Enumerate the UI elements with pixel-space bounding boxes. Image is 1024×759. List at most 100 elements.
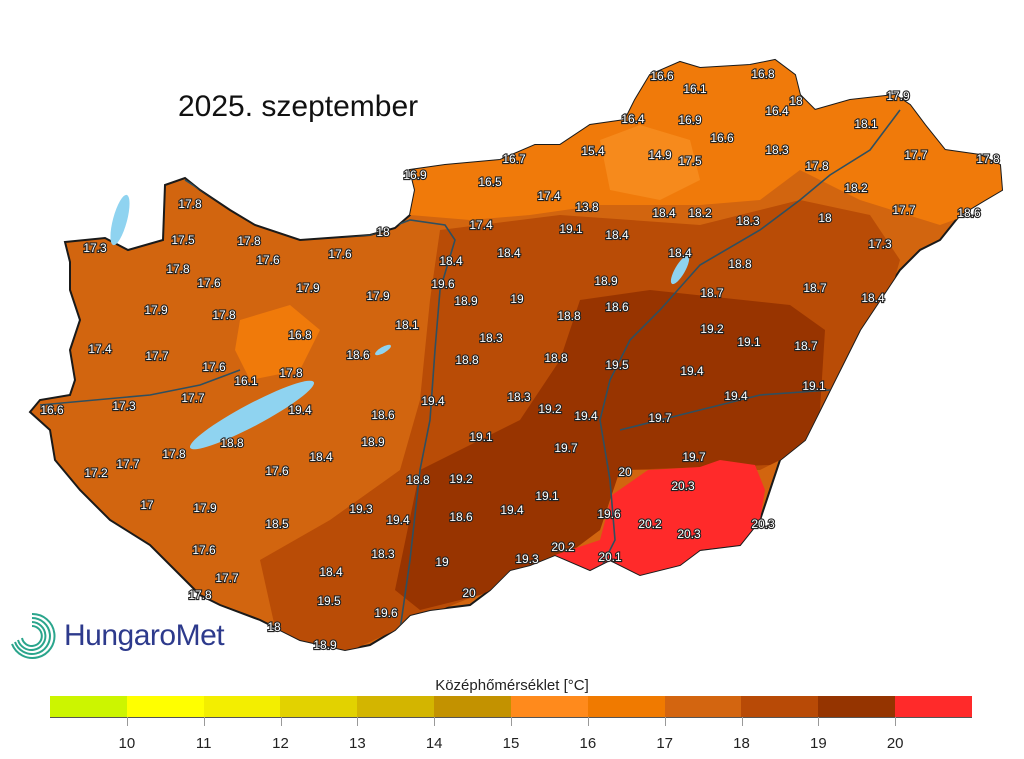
station-value-label: 17.8 bbox=[805, 159, 829, 173]
temperature-map: 16.6 16.8 16.1 18 17.9 16.4 16.4 16.9 18.1 16.6 15… bbox=[28, 58, 1004, 653]
station-value-label: 16.1 bbox=[683, 82, 707, 96]
station-value-label: 16.1 bbox=[234, 374, 258, 388]
color-scale-segment bbox=[818, 696, 896, 717]
station-value-label: 19.3 bbox=[349, 502, 373, 516]
station-value-label: 18.3 bbox=[765, 143, 789, 157]
station-value-label: 19.7 bbox=[682, 450, 706, 464]
station-value-label: 19.7 bbox=[554, 441, 578, 455]
station-value-label: 15.4 bbox=[581, 144, 605, 158]
station-value-label: 19.4 bbox=[386, 513, 410, 527]
station-value-label: 19.3 bbox=[515, 552, 539, 566]
station-value-label: 18.4 bbox=[668, 246, 692, 260]
color-scale-segment bbox=[203, 696, 281, 717]
scale-tick-mark bbox=[818, 717, 820, 726]
station-value-label: 18.3 bbox=[479, 331, 503, 345]
station-value-label: 17.9 bbox=[366, 289, 390, 303]
color-scale-segment bbox=[895, 696, 972, 717]
station-value-label: 17.3 bbox=[868, 237, 892, 251]
station-value-label: 19.1 bbox=[559, 222, 583, 236]
color-scale-segment bbox=[434, 696, 511, 717]
station-value-label: 18.1 bbox=[395, 318, 419, 332]
station-value-label: 18.7 bbox=[803, 281, 827, 295]
color-scale-segment bbox=[664, 696, 742, 717]
station-value-label: 18.7 bbox=[700, 286, 724, 300]
station-value-label: 18.8 bbox=[406, 473, 430, 487]
station-value-label: 17.7 bbox=[116, 457, 140, 471]
station-value-label: 18.4 bbox=[652, 206, 676, 220]
station-value-label: 16.4 bbox=[765, 104, 789, 118]
station-value-label: 18.6 bbox=[449, 510, 473, 524]
station-value-label: 19.6 bbox=[431, 277, 455, 291]
station-value-label: 16.7 bbox=[502, 152, 526, 166]
station-value-label: 18.4 bbox=[497, 246, 521, 260]
station-value-label: 18.6 bbox=[346, 348, 370, 362]
station-value-label: 14.9 bbox=[648, 148, 672, 162]
station-value-label: 17.8 bbox=[166, 262, 190, 276]
scale-tick-mark bbox=[126, 717, 128, 726]
station-value-label: 18 bbox=[267, 620, 281, 634]
station-value-label: 18.4 bbox=[309, 450, 333, 464]
scale-tick-mark bbox=[434, 717, 436, 726]
station-value-label: 19.1 bbox=[535, 489, 559, 503]
northern-hills-region bbox=[400, 60, 1002, 225]
station-value-label: 18.7 bbox=[794, 339, 818, 353]
station-value-label: 20 bbox=[618, 465, 632, 479]
scale-tick-mark bbox=[895, 717, 897, 726]
station-value-label: 18.8 bbox=[544, 351, 568, 365]
southeast-plain-region bbox=[395, 290, 825, 610]
station-value-label: 20.3 bbox=[751, 517, 775, 531]
station-value-label: 18.8 bbox=[557, 309, 581, 323]
station-value-label: 17.9 bbox=[296, 281, 320, 295]
station-value-label: 17.3 bbox=[83, 241, 107, 255]
station-value-label: 20.3 bbox=[671, 479, 695, 493]
station-value-label: 18.6 bbox=[605, 300, 629, 314]
station-value-label: 19.4 bbox=[500, 503, 524, 517]
station-value-label: 18 bbox=[818, 211, 832, 225]
station-value-label: 16.8 bbox=[751, 67, 775, 81]
station-value-label: 19.4 bbox=[421, 394, 445, 408]
station-value-label: 16.6 bbox=[40, 403, 64, 417]
station-value-label: 17.7 bbox=[181, 391, 205, 405]
color-scale-segment bbox=[357, 696, 435, 717]
station-value-label: 18.6 bbox=[957, 206, 981, 220]
station-value-label: 16.6 bbox=[710, 131, 734, 145]
station-value-label: 18.9 bbox=[454, 294, 478, 308]
station-value-label: 18.4 bbox=[319, 565, 343, 579]
scale-tick-label: 14 bbox=[425, 735, 443, 752]
station-value-label: 17.7 bbox=[215, 571, 239, 585]
station-value-label: 13.8 bbox=[575, 200, 599, 214]
station-value-label: 18.9 bbox=[594, 274, 618, 288]
station-value-label: 19 bbox=[510, 292, 524, 306]
station-value-label: 18.3 bbox=[371, 547, 395, 561]
station-value-label: 17.5 bbox=[171, 233, 195, 247]
station-value-label: 17.8 bbox=[279, 366, 303, 380]
station-value-label: 16.9 bbox=[678, 113, 702, 127]
station-value-label: 16.8 bbox=[288, 328, 312, 342]
scale-tick-label: 20 bbox=[886, 735, 904, 752]
station-value-label: 17.7 bbox=[892, 203, 916, 217]
lake-velence bbox=[375, 344, 391, 356]
station-value-label: 17.7 bbox=[145, 349, 169, 363]
color-scale-segment bbox=[510, 696, 588, 717]
scale-tick-mark bbox=[741, 717, 743, 726]
station-value-label: 18.9 bbox=[361, 435, 385, 449]
station-value-label: 19.1 bbox=[737, 335, 761, 349]
station-value-label: 17.8 bbox=[976, 152, 1000, 166]
legend-title: Középhőmérséklet [°C] bbox=[0, 677, 1024, 694]
station-value-label: 20 bbox=[462, 586, 476, 600]
lake-tisza bbox=[670, 255, 690, 285]
station-value-label: 17.6 bbox=[192, 543, 216, 557]
station-value-label: 17.6 bbox=[197, 276, 221, 290]
lake-balaton bbox=[189, 380, 315, 450]
station-value-label: 17.9 bbox=[886, 89, 910, 103]
station-value-label: 16.6 bbox=[650, 69, 674, 83]
station-value-label: 16.9 bbox=[403, 168, 427, 182]
scale-tick-mark bbox=[511, 717, 512, 726]
color-scale-segment bbox=[587, 696, 665, 717]
station-value-label: 18.4 bbox=[861, 291, 885, 305]
station-value-label: 19.2 bbox=[449, 472, 473, 486]
station-value-label: 17.8 bbox=[178, 197, 202, 211]
station-value-label: 17.3 bbox=[112, 399, 136, 413]
station-value-label: 19.5 bbox=[605, 358, 629, 372]
station-value-label: 19.4 bbox=[574, 409, 598, 423]
